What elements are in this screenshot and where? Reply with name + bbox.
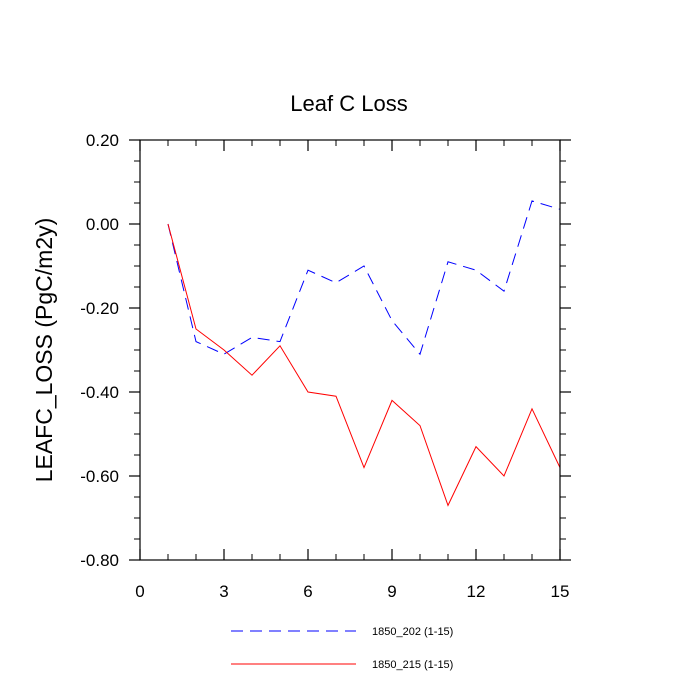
y-tick-label: -0.20 xyxy=(80,299,119,318)
y-axis-label: LEAFC_LOSS (PgC/m2y) xyxy=(31,218,57,483)
series-line-1 xyxy=(167,200,561,356)
legend-label-2: 1850_215 (1-15) xyxy=(372,659,453,671)
y-tick-label: -0.80 xyxy=(80,551,119,570)
x-tick-label: 0 xyxy=(135,582,144,601)
series-layer xyxy=(167,200,561,507)
plot-frame xyxy=(139,139,561,561)
y-tick-label: 0.00 xyxy=(86,215,119,234)
x-tick-label: 3 xyxy=(219,582,228,601)
x-tick-label: 6 xyxy=(303,582,312,601)
y-tick-label: 0.20 xyxy=(86,131,119,150)
chart-title: Leaf C Loss xyxy=(290,91,407,116)
y-tick-label: -0.40 xyxy=(80,383,119,402)
y-tick-label: -0.60 xyxy=(80,467,119,486)
legend: 1850_202 (1-15) 1850_215 (1-15) xyxy=(231,626,453,671)
axis-ticks: 0 3 6 9 12 15 0.20 0.00 -0.20 -0.40 -0.60 -0.80 xyxy=(80,131,571,601)
x-tick-label: 15 xyxy=(551,582,570,601)
legend-label-1: 1850_202 (1-15) xyxy=(372,626,453,638)
x-tick-label: 12 xyxy=(467,582,486,601)
x-tick-label: 9 xyxy=(387,582,396,601)
